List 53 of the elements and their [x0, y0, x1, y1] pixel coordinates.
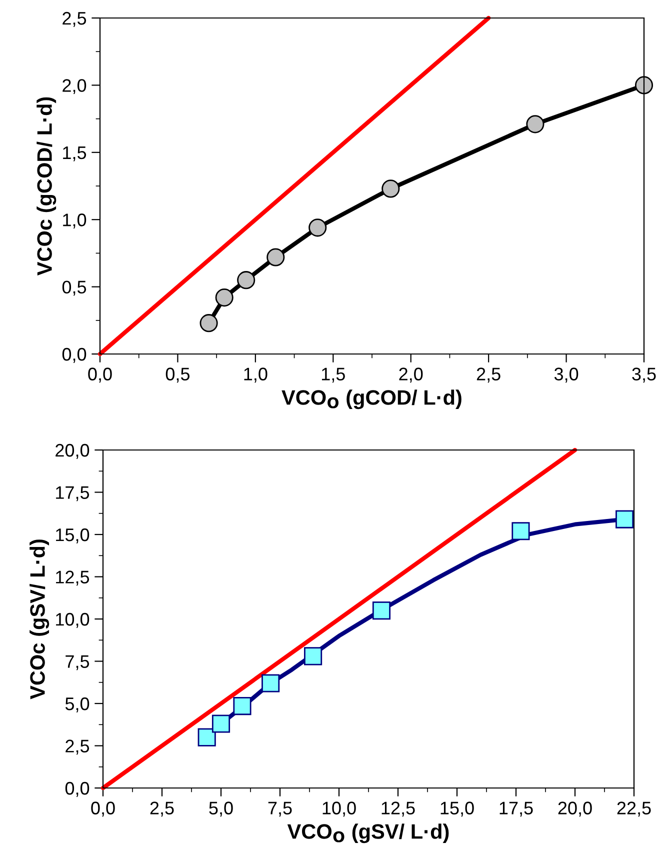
x-tick-label: 2,0 [399, 368, 423, 383]
x-tick-label: 10,0 [322, 802, 356, 817]
point [198, 728, 216, 746]
x-tick-label: 0,0 [88, 368, 112, 383]
point [382, 180, 400, 198]
x-tick-label: 20,0 [558, 802, 592, 817]
x-tick-label: 22,5 [617, 802, 651, 817]
x-tick-label: 12,5 [382, 802, 415, 817]
y-tick-label: 15,0 [56, 528, 90, 544]
x-axis-title: VCO$_{O}$ (gCOD/ L·d) [282, 390, 462, 410]
point [634, 76, 654, 94]
y-tick-label: 2,5 [66, 740, 90, 755]
y-tick-label: 12,5 [56, 570, 90, 586]
point [233, 697, 252, 716]
x-tick-label: 3,5 [632, 368, 656, 383]
y-tick-label: 10,0 [56, 612, 90, 628]
point [215, 288, 234, 307]
x-tick-label: 5,0 [209, 802, 233, 817]
point [616, 510, 634, 528]
x-tick-label: 1,0 [244, 368, 268, 383]
point [200, 314, 218, 332]
y-tick-label: 2,0 [62, 79, 86, 94]
point [237, 271, 256, 290]
y-tick-label: 0,5 [62, 280, 86, 296]
x-tick-label: 15,0 [440, 802, 474, 817]
point [308, 218, 327, 237]
y-tick-label: 0,0 [65, 782, 90, 797]
x-axis-title: VCO$_{O}$ (gSV/ L·d) [287, 824, 449, 844]
point [372, 602, 391, 620]
point [266, 248, 285, 266]
y-tick-label: 1,5 [63, 146, 86, 162]
y-tick-label: 17,5 [56, 486, 90, 502]
point [526, 115, 544, 134]
y-axis-title: VCOc (gSV/ L·d) [30, 540, 50, 700]
x-tick-label: 7,5 [268, 802, 292, 817]
point [304, 647, 322, 666]
x-tick-label: 0,5 [166, 368, 190, 383]
y-tick-label: 1,0 [63, 214, 86, 228]
point [212, 714, 230, 733]
point [262, 674, 280, 692]
point [512, 522, 530, 540]
x-tick-label: 2,5 [476, 368, 500, 383]
x-tick-label: 0,0 [91, 802, 115, 817]
y-tick-label: 2,5 [62, 12, 86, 27]
x-tick-label: 3,0 [554, 368, 578, 383]
y-tick-label: 5,0 [65, 697, 90, 712]
y-tick-label: 20,0 [56, 444, 90, 459]
y-tick-label: 7,5 [66, 655, 90, 670]
x-tick-label: 1,5 [322, 368, 345, 383]
x-tick-label: 17,5 [500, 802, 533, 817]
x-tick-label: 2,5 [150, 802, 174, 817]
y-tick-label: 0,0 [62, 348, 86, 363]
y-axis-title: VCOc (gCOD/ L·d) [36, 97, 56, 276]
